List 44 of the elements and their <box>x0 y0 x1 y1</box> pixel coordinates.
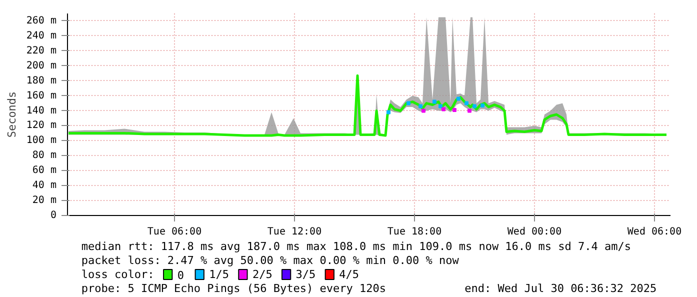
point <box>422 108 426 113</box>
point <box>464 101 468 106</box>
text: median rtt: 117.8 ms avg 187.0 ms max 108.0 ms min 109.0 ms now 16.0 ms sd 7.4 am/s <box>81 240 632 253</box>
y-tick-label: 0 <box>50 210 57 221</box>
y-tick-label: 180 m <box>26 75 57 86</box>
y-tick-label: 40 m <box>32 180 57 192</box>
y-axis-title: Seconds <box>5 91 18 138</box>
point <box>480 104 484 108</box>
point <box>432 100 436 104</box>
point <box>468 108 472 113</box>
y-tick-label: 240 m <box>26 30 57 42</box>
legend-label: 0 <box>177 269 184 282</box>
point <box>442 107 446 112</box>
point <box>456 96 460 101</box>
x-tick-label: Wed 00:00 <box>507 226 562 238</box>
point <box>386 110 390 114</box>
y-tick-label: 220 m <box>26 45 57 56</box>
text: packet loss: 2.47 % avg 50.00 % max 0.00 % min 0.00 % now <box>81 254 460 267</box>
legend-label: 1/5 <box>209 268 229 281</box>
point <box>406 101 410 106</box>
x-tick-label: Tue 06:00 <box>147 226 202 238</box>
point <box>438 104 442 108</box>
y-tick-label: 60 m <box>32 165 57 176</box>
point <box>452 108 456 112</box>
y-tick-label: 260 m <box>26 15 57 26</box>
point <box>418 104 422 108</box>
y-tick-label: 100 m <box>26 135 57 146</box>
text: probe: 5 ICMP Echo Pings (56 Bytes) every 120s <box>81 282 386 295</box>
y-tick-label: 200 m <box>26 60 57 72</box>
y-tick-label: 120 m <box>26 120 57 132</box>
legend-title: loss color: <box>81 268 154 281</box>
y-tick-label: 160 m <box>26 90 57 102</box>
point <box>472 104 476 108</box>
legend-label: 2/5 <box>252 268 272 281</box>
legend-label: 4/5 <box>339 268 360 281</box>
x-tick-label: Tue 18:00 <box>387 226 442 238</box>
text: end: Wed Jul 30 06:36:32 2025 <box>464 282 657 295</box>
line-series <box>68 74 668 137</box>
x-tick-label: Tue 12:00 <box>267 226 322 238</box>
y-tick-label: 80 m <box>32 150 57 162</box>
legend-label: 3/5 <box>296 268 316 281</box>
x-tick-label: Wed 06:00 <box>627 226 682 238</box>
y-tick-label: 140 m <box>26 105 57 116</box>
y-tick-label: 20 m <box>32 195 57 206</box>
